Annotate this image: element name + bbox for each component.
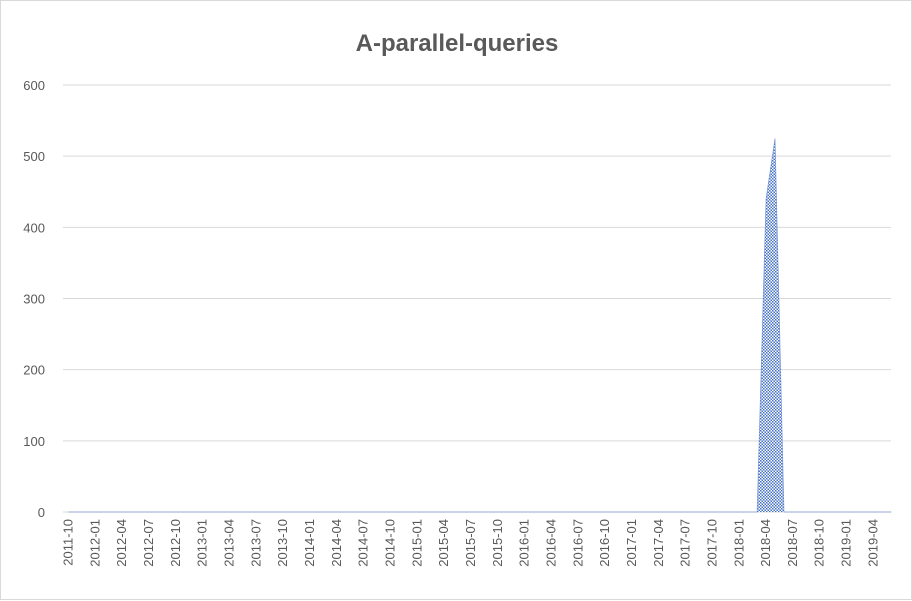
x-tick-label: 2018-07 (785, 519, 800, 567)
x-tick-label: 2013-07 (248, 519, 263, 567)
y-tick-label: 600 (23, 78, 45, 93)
area-layer (68, 138, 892, 513)
x-tick-label: 2018-04 (758, 519, 773, 567)
x-tick-label: 2012-10 (168, 519, 183, 567)
x-tick-label: 2011-10 (61, 519, 76, 566)
x-tick-label: 2016-07 (570, 519, 585, 567)
x-tick-label: 2013-10 (275, 519, 290, 567)
x-tick-label: 2017-10 (704, 519, 719, 567)
x-tick-label: 2015-07 (463, 519, 478, 567)
x-tick-label: 2012-04 (114, 519, 129, 567)
x-tick-label: 2016-04 (543, 519, 558, 567)
y-tick-label: 400 (23, 220, 45, 235)
x-tick-label: 2012-01 (87, 519, 102, 567)
x-tick-label: 2013-01 (195, 519, 210, 567)
x-tick-label: 2013-04 (221, 519, 236, 567)
y-tick-label: 300 (23, 292, 45, 307)
x-tick-label: 2019-04 (865, 519, 880, 567)
x-tick-label: 2016-10 (597, 519, 612, 567)
x-tick-label: 2014-04 (329, 519, 344, 567)
x-axis: 2011-10 2012-01 2012-04 2012-07 2012-10 2013-… (61, 519, 881, 567)
x-tick-label: 2014-10 (382, 519, 397, 567)
area-series (68, 138, 892, 512)
grid-layer (63, 84, 891, 513)
x-tick-label: 2017-04 (651, 519, 666, 567)
x-tick-label: 2015-10 (490, 519, 505, 567)
x-tick-label: 2016-01 (517, 519, 532, 567)
area-series-edge (68, 138, 892, 513)
x-tick-label: 2017-01 (624, 519, 639, 567)
x-tick-label: 2017-07 (678, 519, 693, 567)
x-tick-label: 2018-10 (812, 519, 827, 567)
y-tick-label: 0 (38, 505, 45, 520)
y-tick-label: 500 (23, 149, 45, 164)
chart-title: A-parallel-queries (356, 30, 559, 57)
x-tick-label: 2019-01 (839, 519, 854, 567)
x-tick-label: 2015-01 (409, 519, 424, 567)
x-tick-label: 2018-01 (731, 519, 746, 567)
x-tick-label: 2012-07 (141, 519, 156, 567)
x-tick-label: 2015-04 (436, 519, 451, 567)
x-tick-label: 2014-07 (356, 519, 371, 567)
y-tick-label: 200 (23, 363, 45, 378)
x-tick-label: 2014-01 (302, 519, 317, 567)
y-axis: 0 100 200 300 400 500 600 (23, 78, 45, 520)
y-tick-label: 100 (23, 434, 45, 449)
